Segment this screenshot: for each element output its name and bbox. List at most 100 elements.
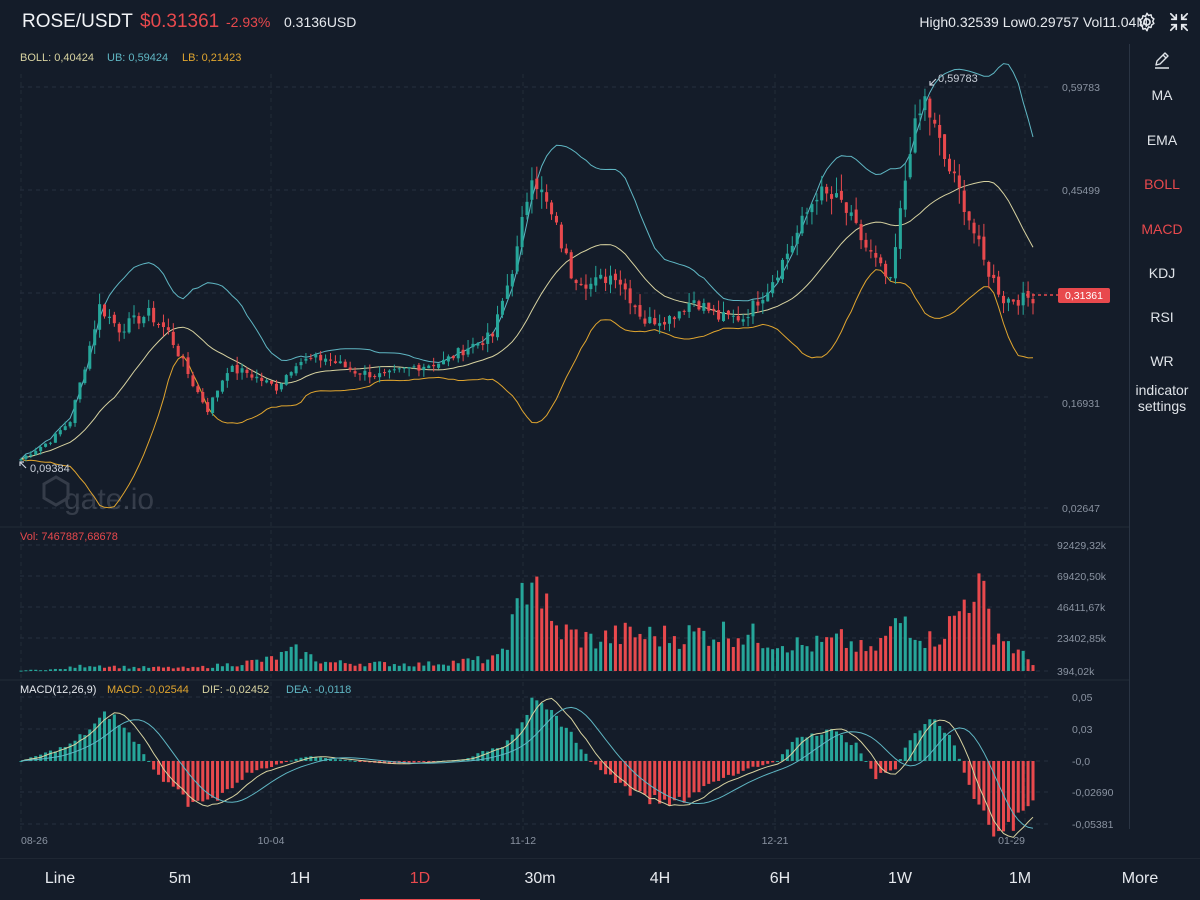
macd-histogram-bar bbox=[39, 754, 43, 761]
candle-body bbox=[127, 318, 131, 333]
candle-body bbox=[471, 343, 475, 348]
indicator-settings-label-1: indicator bbox=[1135, 382, 1189, 398]
candle-body bbox=[712, 308, 716, 311]
indicator-kdj[interactable]: KDJ bbox=[1148, 265, 1176, 281]
price-chart[interactable]: gate.io BOLL: 0,40424 UB: 0,59424 LB: 0,… bbox=[0, 44, 1129, 858]
pencil-icon[interactable] bbox=[1152, 50, 1172, 70]
candle-body bbox=[304, 358, 308, 361]
indicator-settings-button[interactable]: indicator settings bbox=[1130, 382, 1194, 414]
candle-body bbox=[373, 375, 377, 377]
volume-bar bbox=[437, 664, 441, 671]
volume-bar bbox=[191, 666, 195, 671]
volume-bar bbox=[230, 666, 234, 671]
volume-bar bbox=[667, 643, 671, 671]
indicator-boll[interactable]: BOLL bbox=[1144, 176, 1180, 192]
volume-bar bbox=[373, 661, 377, 671]
volume-bar bbox=[908, 637, 912, 671]
macd-histogram-bar bbox=[58, 747, 62, 761]
macd-histogram-bar bbox=[849, 745, 853, 761]
volume-bar bbox=[515, 598, 519, 671]
candle-body bbox=[613, 273, 617, 281]
timeframe-1d[interactable]: 1D bbox=[360, 859, 480, 900]
timeframe-line[interactable]: Line bbox=[44, 870, 76, 887]
macd-histogram-bar bbox=[854, 742, 858, 761]
volume-bar bbox=[564, 624, 568, 671]
macd-histogram-bar bbox=[957, 758, 961, 761]
candle-body bbox=[864, 239, 868, 248]
volume-bar bbox=[181, 666, 185, 671]
collapse-arrows-icon[interactable] bbox=[1168, 11, 1190, 33]
candle-body bbox=[289, 372, 293, 376]
macd-histogram-bar bbox=[1011, 761, 1015, 831]
timeframe-1h[interactable]: 1H bbox=[289, 870, 311, 887]
volume-bar bbox=[294, 644, 298, 671]
usd-price: 0.3136USD bbox=[284, 14, 357, 30]
volume-bar bbox=[446, 665, 450, 671]
ticker-header: ROSE/USDT $0.31361 -2.93% 0.3136USD High… bbox=[0, 0, 1200, 44]
timeframe-1w[interactable]: 1W bbox=[888, 870, 912, 887]
candle-body bbox=[34, 450, 38, 455]
candle-body bbox=[839, 190, 843, 200]
candle-body bbox=[992, 274, 996, 279]
price-axis-label: 0,45499 bbox=[1062, 185, 1100, 197]
volume-bar bbox=[378, 661, 382, 671]
candle-body bbox=[515, 246, 519, 272]
trading-pair[interactable]: ROSE/USDT bbox=[22, 11, 133, 32]
volume-bar bbox=[500, 648, 504, 671]
volume-bar bbox=[589, 633, 593, 671]
timeframe-4h[interactable]: 4H bbox=[649, 870, 671, 887]
volume-bar bbox=[687, 625, 691, 671]
candle-body bbox=[628, 288, 632, 304]
indicator-wr[interactable]: WR bbox=[1150, 353, 1174, 369]
indicator-ma[interactable]: MA bbox=[1151, 87, 1173, 103]
candle-body bbox=[73, 400, 77, 424]
volume-bar bbox=[648, 626, 652, 671]
candle-body bbox=[270, 380, 274, 384]
macd-histogram-bar bbox=[78, 734, 82, 761]
candle-body bbox=[820, 186, 824, 201]
macd-histogram-bar bbox=[962, 761, 966, 773]
candle-body bbox=[368, 372, 372, 378]
indicator-rsi[interactable]: RSI bbox=[1150, 309, 1174, 325]
volume-bar bbox=[98, 665, 102, 671]
timeframe-1m[interactable]: 1M bbox=[1008, 870, 1032, 887]
macd-histogram-bar bbox=[152, 761, 156, 770]
svg-text:0,09384: 0,09384 bbox=[30, 463, 70, 475]
indicator-ema[interactable]: EMA bbox=[1146, 132, 1178, 148]
candle-body bbox=[540, 189, 544, 193]
indicator-macd[interactable]: MACD bbox=[1141, 221, 1183, 237]
volume-bar bbox=[726, 638, 730, 671]
price-axis-label: 0,59783 bbox=[1062, 82, 1100, 94]
timeframe-5m[interactable]: 5m bbox=[168, 870, 192, 887]
candle-body bbox=[834, 193, 839, 198]
macd-axis-label: -0,0 bbox=[1072, 756, 1090, 768]
candle-body bbox=[29, 454, 33, 456]
candle-body bbox=[274, 383, 278, 391]
candle-body bbox=[250, 374, 254, 378]
macd-histogram-bar bbox=[697, 761, 701, 793]
candle-body bbox=[869, 250, 873, 252]
timeframe-30m[interactable]: 30m bbox=[524, 870, 556, 887]
macd-histogram-bar bbox=[869, 761, 873, 769]
candle-body bbox=[766, 292, 770, 302]
volume-bar bbox=[1031, 665, 1035, 671]
high-marker: 0,59783 bbox=[929, 73, 978, 86]
volume-bar bbox=[869, 646, 873, 671]
macd-histogram-bar bbox=[987, 761, 991, 825]
timeframe-6h[interactable]: 6H bbox=[769, 870, 791, 887]
gear-icon[interactable] bbox=[1136, 11, 1158, 33]
volume-bar bbox=[147, 667, 151, 671]
volume-bar bbox=[402, 663, 406, 671]
macd-histogram-bar bbox=[967, 761, 971, 785]
macd-histogram-bar bbox=[771, 761, 775, 763]
date-axis-label: 11-12 bbox=[510, 835, 536, 847]
timeframe-more[interactable]: More bbox=[1121, 870, 1159, 887]
date-axis-label: 12-21 bbox=[762, 835, 789, 847]
macd-histogram-bar bbox=[564, 727, 568, 761]
macd-histogram-bar bbox=[343, 760, 347, 762]
candle-body bbox=[1031, 299, 1035, 304]
macd-histogram-bar bbox=[53, 751, 57, 761]
candle-body bbox=[1021, 292, 1025, 306]
volume-bar bbox=[338, 660, 342, 671]
macd-histogram-bar bbox=[181, 761, 185, 795]
